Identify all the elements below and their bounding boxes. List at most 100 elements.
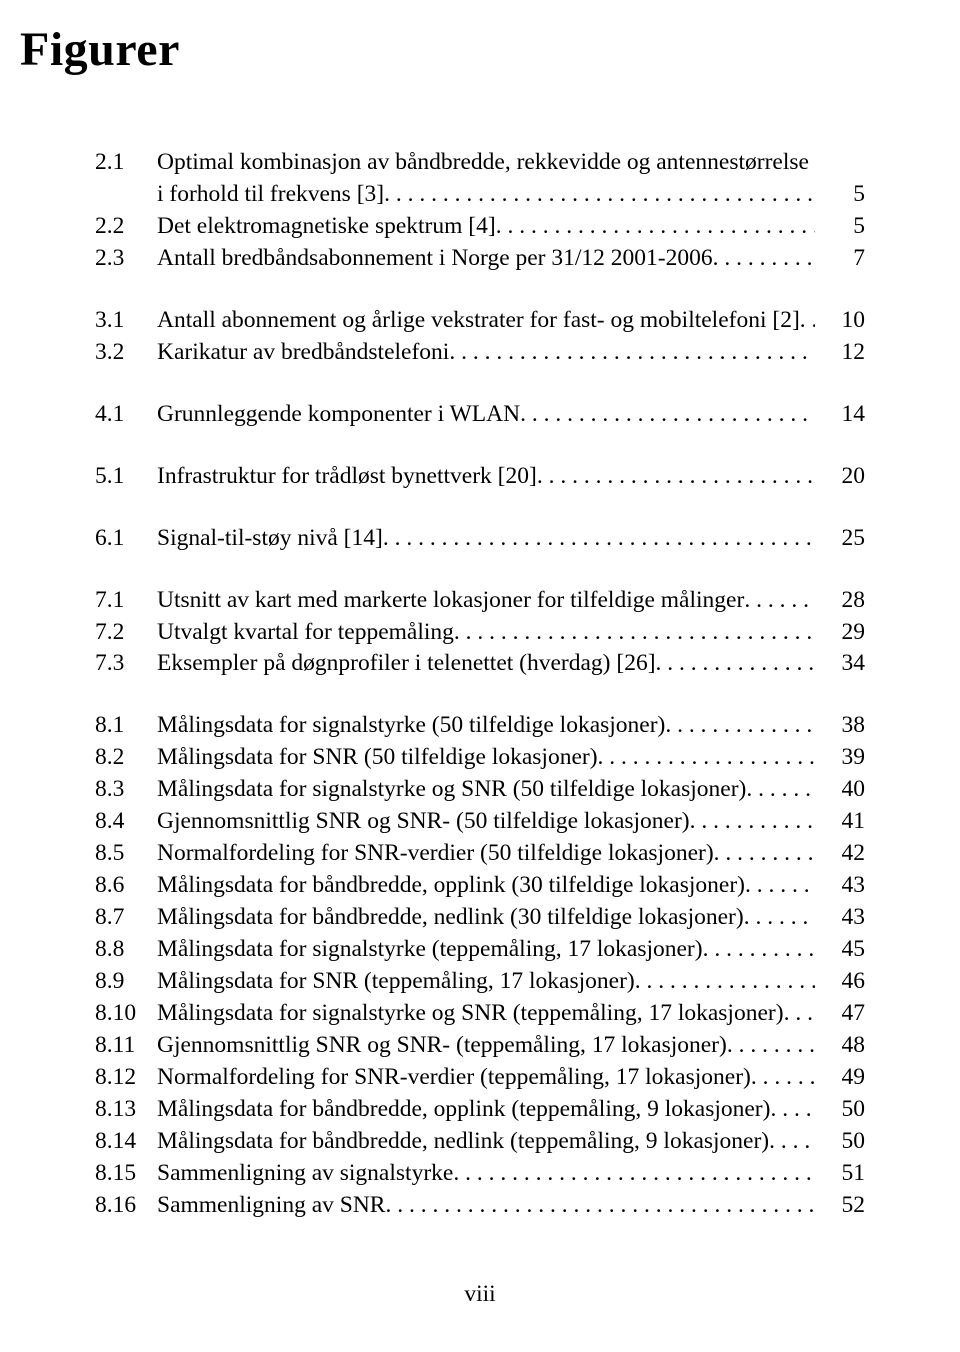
leader-dots [665, 710, 815, 742]
entry-number: 8.6 [95, 870, 157, 902]
entry-last-line: Antall bredbåndsabonnement i Norge per 3… [157, 243, 815, 275]
entry-text: Utsnitt av kart med markerte lokasjoner … [157, 585, 744, 617]
entry-text: Normalfordeling for SNR-verdier (50 tilf… [157, 838, 714, 870]
entry-label: Målingsdata for signalstyrke og SNR (tep… [157, 998, 815, 1030]
entry-number: 7.2 [95, 617, 157, 649]
entry-number: 8.15 [95, 1158, 157, 1190]
entry-label: Målingsdata for signalstyrke og SNR (50 … [157, 774, 815, 806]
entry-text: Infrastruktur for trådløst bynettverk [2… [157, 461, 537, 493]
toc-entry: 8.10Målingsdata for signalstyrke og SNR … [95, 998, 865, 1030]
entry-label: Det elektromagnetiske spektrum [4] [157, 211, 815, 243]
entry-page: 5 [815, 179, 865, 211]
entry-page: 43 [815, 870, 865, 902]
entry-page: 29 [815, 617, 865, 649]
entry-page: 34 [815, 648, 865, 680]
leader-dots [744, 902, 815, 934]
entry-last-line: Grunnleggende komponenter i WLAN [157, 399, 815, 431]
leader-dots [496, 211, 815, 243]
entry-number: 7.3 [95, 648, 157, 680]
entry-number: 5.1 [95, 461, 157, 493]
leader-dots [383, 523, 815, 555]
entry-number: 6.1 [95, 523, 157, 555]
entry-text: i forhold til frekvens [3] [157, 179, 384, 211]
toc-entry: 2.1Optimal kombinasjon av båndbredde, re… [95, 147, 865, 211]
entry-label: Gjennomsnittlig SNR og SNR- (50 tilfeldi… [157, 806, 815, 838]
entry-page: 49 [815, 1062, 865, 1094]
toc-entry: 8.3Målingsdata for signalstyrke og SNR (… [95, 774, 865, 806]
entry-label: Utsnitt av kart med markerte lokasjoner … [157, 585, 815, 617]
page-folio: viii [0, 1281, 960, 1308]
entry-label: Antall bredbåndsabonnement i Norge per 3… [157, 243, 815, 275]
entry-text: Normalfordeling for SNR-verdier (teppemå… [157, 1062, 751, 1094]
toc-group: 2.1Optimal kombinasjon av båndbredde, re… [95, 147, 865, 275]
entry-page: 41 [815, 806, 865, 838]
entry-number: 4.1 [95, 399, 157, 431]
leader-dots [656, 648, 815, 680]
entry-last-line: Eksempler på døgnprofiler i telenettet (… [157, 648, 815, 680]
entry-number: 8.14 [95, 1126, 157, 1158]
leader-dots [713, 243, 815, 275]
entry-last-line: Sammenligning av signalstyrke [157, 1158, 815, 1190]
toc-entry: 5.1Infrastruktur for trådløst bynettverk… [95, 461, 865, 493]
toc-entry: 6.1Signal-til-støy nivå [14]25 [95, 523, 865, 555]
entry-text: Gjennomsnittlig SNR og SNR- (50 tilfeldi… [157, 806, 690, 838]
toc-entry: 8.8Målingsdata for signalstyrke (teppemå… [95, 934, 865, 966]
leader-dots [769, 1126, 815, 1158]
leader-dots [385, 1190, 815, 1222]
list-of-figures: 2.1Optimal kombinasjon av båndbredde, re… [95, 147, 865, 1222]
entry-number: 8.13 [95, 1094, 157, 1126]
entry-number: 8.2 [95, 742, 157, 774]
entry-last-line: Målingsdata for signalstyrke (50 tilfeld… [157, 710, 815, 742]
entry-page: 20 [815, 461, 865, 493]
entry-label: Signal-til-støy nivå [14] [157, 523, 815, 555]
entry-label: Infrastruktur for trådløst bynettverk [2… [157, 461, 815, 493]
entry-label: Normalfordeling for SNR-verdier (teppemå… [157, 1062, 815, 1094]
entry-line: Optimal kombinasjon av båndbredde, rekke… [157, 147, 815, 179]
entry-label: Utvalgt kvartal for teppemåling [157, 617, 815, 649]
leader-dots [453, 1158, 815, 1190]
entry-label: Antall abonnement og årlige vekstrater f… [157, 305, 815, 337]
entry-number: 8.1 [95, 710, 157, 742]
entry-last-line: Karikatur av bredbåndstelefoni [157, 337, 815, 369]
toc-entry: 3.2Karikatur av bredbåndstelefoni12 [95, 337, 865, 369]
entry-number: 3.1 [95, 305, 157, 337]
entry-text: Sammenligning av signalstyrke [157, 1158, 453, 1190]
entry-number: 8.5 [95, 838, 157, 870]
entry-number: 7.1 [95, 585, 157, 617]
entry-page: 50 [815, 1094, 865, 1126]
entry-page: 39 [815, 742, 865, 774]
toc-group: 6.1Signal-til-støy nivå [14]25 [95, 523, 865, 555]
entry-label: Målingsdata for SNR (50 tilfeldige lokas… [157, 742, 815, 774]
entry-page: 5 [815, 211, 865, 243]
entry-label: Gjennomsnittlig SNR og SNR- (teppemåling… [157, 1030, 815, 1062]
entry-last-line: Antall abonnement og årlige vekstrater f… [157, 305, 815, 337]
entry-last-line: Målingsdata for signalstyrke og SNR (50 … [157, 774, 815, 806]
entry-label: Målingsdata for båndbredde, opplink (30 … [157, 870, 815, 902]
toc-entry: 7.3Eksempler på døgnprofiler i telenette… [95, 648, 865, 680]
entry-number: 8.3 [95, 774, 157, 806]
toc-entry: 8.11Gjennomsnittlig SNR og SNR- (teppemå… [95, 1030, 865, 1062]
leader-dots [537, 461, 815, 493]
entry-number: 8.7 [95, 902, 157, 934]
leader-dots [520, 399, 815, 431]
leader-dots [744, 585, 815, 617]
entry-text: Antall bredbåndsabonnement i Norge per 3… [157, 243, 713, 275]
leader-dots [770, 1094, 815, 1126]
entry-last-line: Målingsdata for båndbredde, nedlink (tep… [157, 1126, 815, 1158]
toc-entry: 7.2Utvalgt kvartal for teppemåling29 [95, 617, 865, 649]
entry-label: Optimal kombinasjon av båndbredde, rekke… [157, 147, 815, 211]
entry-last-line: Normalfordeling for SNR-verdier (50 tilf… [157, 838, 815, 870]
entry-page: 51 [815, 1158, 865, 1190]
entry-number: 8.9 [95, 966, 157, 998]
entry-number: 8.11 [95, 1030, 157, 1062]
entry-last-line: Sammenligning av SNR [157, 1190, 815, 1222]
entry-last-line: Gjennomsnittlig SNR og SNR- (teppemåling… [157, 1030, 815, 1062]
entry-last-line: Målingsdata for signalstyrke og SNR (tep… [157, 998, 815, 1030]
leader-dots [690, 806, 815, 838]
entry-page: 48 [815, 1030, 865, 1062]
leader-dots [751, 1062, 815, 1094]
entry-page: 43 [815, 902, 865, 934]
entry-page: 25 [815, 523, 865, 555]
toc-entry: 8.12Normalfordeling for SNR-verdier (tep… [95, 1062, 865, 1094]
toc-entry: 4.1Grunnleggende komponenter i WLAN14 [95, 399, 865, 431]
